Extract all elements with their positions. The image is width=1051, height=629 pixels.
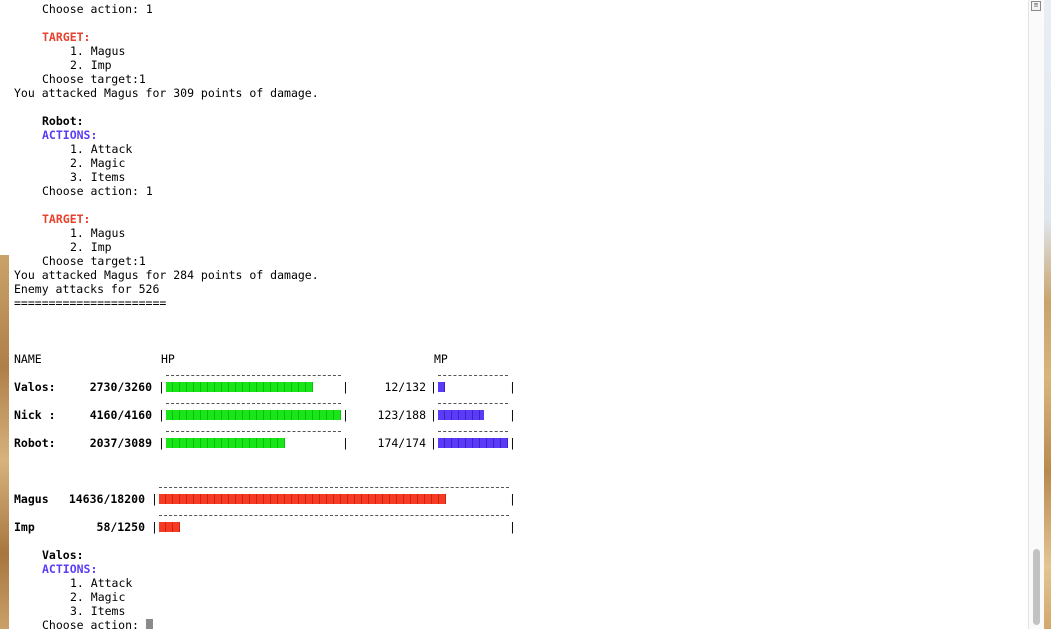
choose-target-line: Choose target:1	[42, 254, 146, 268]
party-hp-value: 4160/4160	[89, 408, 152, 422]
enemy-row-magus: Magus 14636/18200 | |	[14, 484, 1014, 512]
mp-bar-left-edge: |	[430, 436, 437, 450]
terminal-output[interactable]: Choose action: 1 TARGET: 1. Magus 2. Imp…	[9, 0, 1028, 629]
attack-message: You attacked Magus for 284 points of dam…	[14, 268, 319, 282]
enemy-hp-bar-left-edge: |	[151, 520, 158, 534]
party-row-nick: Nick : 4160/4160 | | 123/188 | |	[14, 400, 1014, 428]
mp-column-header: MP	[434, 352, 448, 366]
hp-bar-frame	[166, 431, 341, 432]
name-column-header: NAME	[14, 352, 42, 366]
hp-bar-frame	[166, 403, 341, 404]
choose-action-line: Choose action: 1	[42, 184, 153, 198]
mp-bar	[438, 410, 484, 420]
party-name: Valos:	[14, 380, 56, 394]
hp-bar-left-edge: |	[158, 408, 165, 422]
text-cursor[interactable]	[145, 619, 153, 629]
hp-bar-right-edge: |	[342, 436, 349, 450]
action-option: 3. Items	[70, 170, 126, 184]
actions-header: ACTIONS:	[42, 128, 98, 142]
hp-bar-left-edge: |	[158, 380, 165, 394]
mp-bar-frame	[438, 375, 508, 376]
attack-message: You attacked Magus for 309 points of dam…	[14, 86, 319, 100]
action-option: 3. Items	[70, 604, 126, 618]
hp-bar	[166, 382, 313, 392]
enemy-name: Imp	[14, 520, 35, 534]
mp-bar-right-edge: |	[509, 436, 516, 450]
party-hp-value: 2730/3260	[89, 380, 152, 394]
hp-column-header: HP	[161, 352, 175, 366]
hp-bar-right-edge: |	[342, 408, 349, 422]
choose-action-line: Choose action: 1	[42, 2, 153, 16]
action-option: 1. Attack	[70, 576, 133, 590]
vertical-scrollbar[interactable]: ≡	[1028, 0, 1044, 629]
enemy-attack-message: Enemy attacks for 526	[14, 282, 160, 296]
enemy-hp-bar-right-edge: |	[509, 492, 516, 506]
mp-bar	[438, 438, 508, 448]
party-mp-value: 12/132	[384, 380, 426, 394]
target-header: TARGET:	[42, 30, 91, 44]
mp-bar-frame	[438, 431, 508, 432]
mp-bar-left-edge: |	[430, 380, 437, 394]
desktop-wallpaper-right	[1043, 0, 1051, 629]
menu-icon[interactable]: ≡	[1031, 1, 1041, 11]
target-option: 2. Imp	[70, 240, 112, 254]
desktop-wallpaper-left	[0, 255, 9, 629]
action-option: 2. Magic	[70, 590, 126, 604]
hp-bar	[166, 410, 341, 420]
action-option: 1. Attack	[70, 142, 133, 156]
current-player-label: Valos:	[42, 548, 84, 562]
mp-bar	[438, 382, 445, 392]
party-mp-value: 123/188	[377, 408, 426, 422]
enemy-hp-bar-right-edge: |	[509, 520, 516, 534]
enemy-hp-value: 14636/18200	[68, 492, 145, 506]
mp-bar-right-edge: |	[509, 380, 516, 394]
enemy-name: Magus	[14, 492, 49, 506]
mp-bar-right-edge: |	[509, 408, 516, 422]
party-name: Robot:	[14, 436, 56, 450]
choose-action-prompt[interactable]: Choose action:	[42, 618, 153, 629]
hp-bar	[166, 438, 285, 448]
target-option: 1. Magus	[70, 226, 126, 240]
enemy-row-imp: Imp 58/1250 | |	[14, 512, 1014, 540]
enemy-hp-value: 58/1250	[96, 520, 145, 534]
enemy-hp-bar-left-edge: |	[151, 492, 158, 506]
target-option: 2. Imp	[70, 58, 112, 72]
party-row-valos: Valos: 2730/3260 | | 12/132 | |	[14, 372, 1014, 400]
enemy-hp-bar	[159, 494, 446, 504]
character-label: Robot:	[42, 114, 84, 128]
scrollbar-thumb[interactable]	[1033, 549, 1040, 625]
hp-bar-right-edge: |	[342, 380, 349, 394]
target-header: TARGET:	[42, 212, 91, 226]
enemy-hp-bar-frame	[159, 515, 509, 516]
enemy-hp-bar-frame	[159, 487, 509, 488]
mp-bar-frame	[438, 403, 508, 404]
actions-header: ACTIONS:	[42, 562, 98, 576]
party-mp-value: 174/174	[377, 436, 426, 450]
party-hp-value: 2037/3089	[89, 436, 152, 450]
action-option: 2. Magic	[70, 156, 126, 170]
party-row-robot: Robot: 2037/3089 | | 174/174 | |	[14, 428, 1014, 456]
separator-line: ======================	[14, 296, 167, 310]
hp-bar-frame	[166, 375, 341, 376]
mp-bar-left-edge: |	[430, 408, 437, 422]
target-option: 1. Magus	[70, 44, 126, 58]
hp-bar-left-edge: |	[158, 436, 165, 450]
choose-target-line: Choose target:1	[42, 72, 146, 86]
prompt-text: Choose action:	[42, 618, 139, 629]
party-name: Nick :	[14, 408, 56, 422]
enemy-hp-bar	[159, 522, 180, 532]
